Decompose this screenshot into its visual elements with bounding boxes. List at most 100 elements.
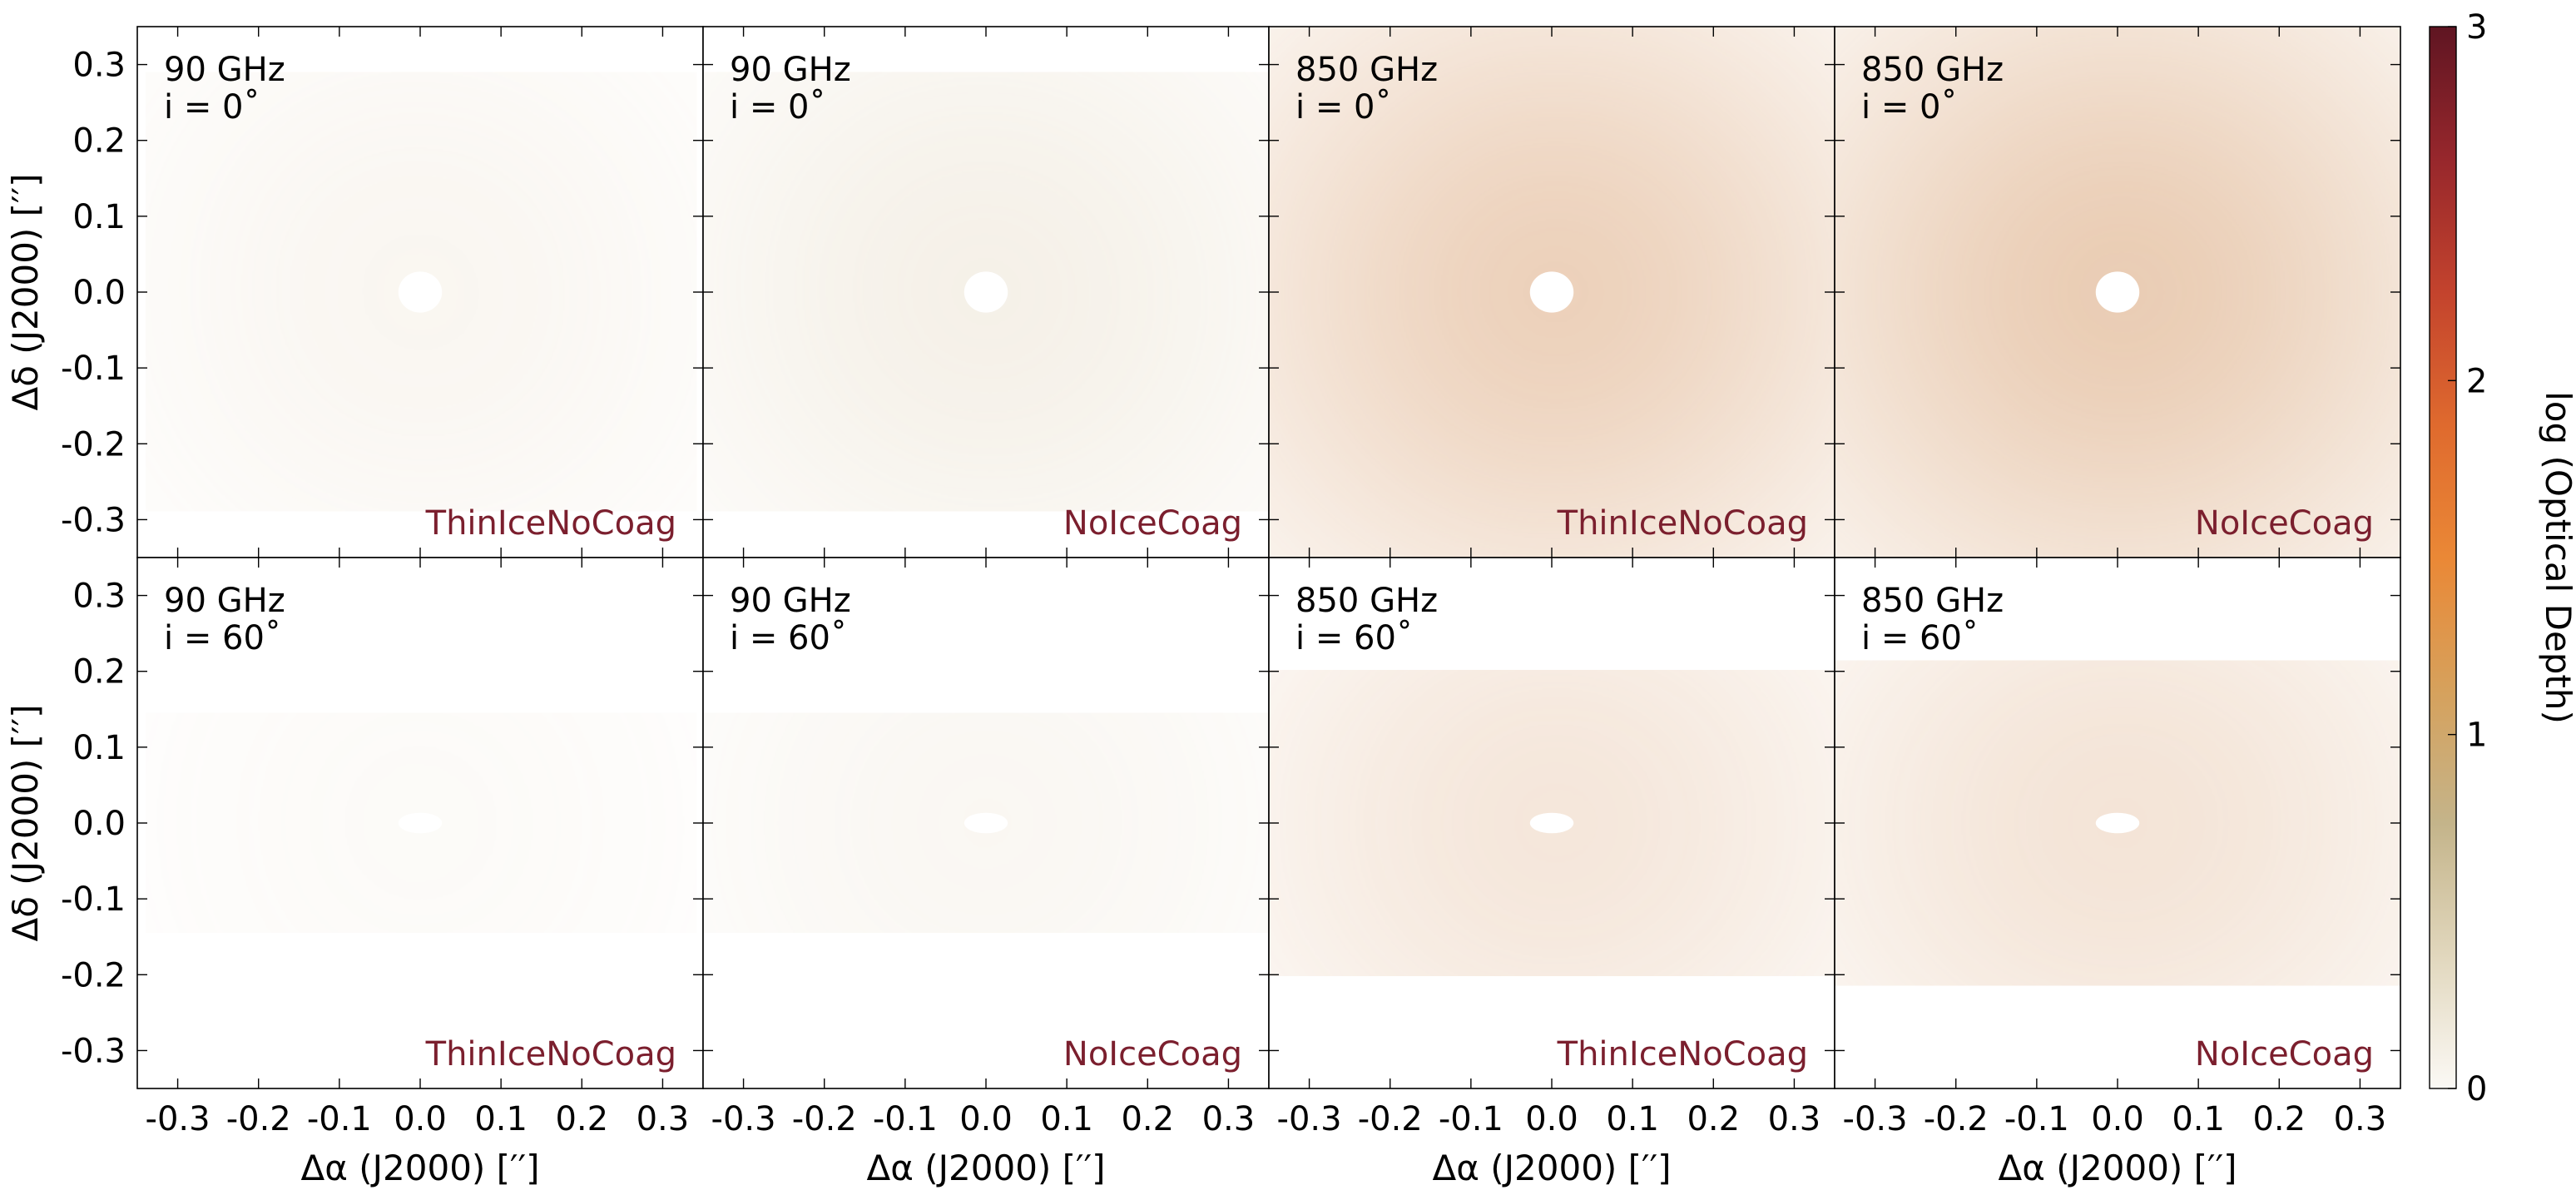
inclination-label: i = 0˚ — [730, 88, 826, 126]
central-cavity — [964, 271, 1008, 313]
colorbar-label: log (Optical Depth) — [2538, 391, 2576, 724]
x-tick-label: -0.2 — [792, 1100, 857, 1138]
panel-ticks — [1835, 27, 2400, 558]
model-label: ThinIceNoCoag — [425, 1035, 676, 1074]
central-cavity — [2095, 812, 2140, 834]
x-tick-label: 0.2 — [1121, 1100, 1174, 1138]
model-label: NoIceCoag — [1063, 504, 1242, 543]
x-axis-label: Δα (J2000) [′′] — [300, 1148, 539, 1188]
model-label: NoIceCoag — [2195, 504, 2374, 543]
inclination-label: i = 60˚ — [1861, 619, 1979, 657]
model-label: NoIceCoag — [1063, 1035, 1242, 1074]
panel-ticks — [1269, 27, 1835, 558]
y-tick-label: 0.1 — [72, 729, 126, 767]
frequency-label: 850 GHz — [1295, 582, 1438, 620]
central-cavity — [2095, 271, 2140, 313]
x-tick-label: 0.1 — [474, 1100, 528, 1138]
inclination-label: i = 60˚ — [1295, 619, 1413, 657]
x-axis-label: Δα (J2000) [′′] — [1432, 1148, 1671, 1188]
colorbar-tick-label: 1 — [2466, 717, 2487, 755]
spiral-arm-1 — [838, 738, 1213, 910]
y-tick-label: -0.3 — [61, 1032, 126, 1070]
x-tick-label: 0.3 — [1768, 1100, 1821, 1138]
x-tick-label: 0.0 — [394, 1100, 447, 1138]
colorbar: 0 1 2 3 log (Optical Depth) — [2429, 8, 2576, 1108]
x-tick-label: 0.1 — [1040, 1100, 1093, 1138]
frequency-label: 850 GHz — [1295, 51, 1438, 89]
inclination-label: i = 60˚ — [164, 619, 281, 657]
frequency-label: 90 GHz — [730, 51, 851, 89]
central-cavity — [398, 271, 443, 313]
panel-ticks — [1269, 558, 1835, 1088]
axes-layer: 0.3 0.2 0.1 0.0 -0.1 -0.2 -0.3 Δδ (J2000) [′′] 0… — [5, 47, 2386, 1188]
panel-ticks — [137, 27, 703, 558]
colorbar-tick-label: 3 — [2466, 8, 2487, 47]
inclination-label: i = 0˚ — [1861, 88, 1958, 126]
x-tick-label: 0.1 — [2172, 1100, 2225, 1138]
x-tick-label: 0.0 — [2091, 1100, 2144, 1138]
y-tick-label: 0.1 — [72, 198, 126, 236]
frequency-label: 850 GHz — [1861, 51, 2004, 89]
colorbar-tick-label: 0 — [2466, 1070, 2487, 1108]
disk-image — [1297, 713, 1815, 933]
colorbar-gradient — [2429, 26, 2457, 1089]
model-label: ThinIceNoCoag — [425, 504, 676, 543]
central-cavity — [964, 812, 1008, 834]
spiral-arm-1 — [838, 179, 1213, 464]
disk-image — [757, 119, 1213, 464]
x-tick-label: -0.2 — [226, 1100, 291, 1138]
spiral-arm-2 — [757, 119, 1135, 406]
panel-ticks — [137, 558, 703, 1088]
spiral-arm-1 — [281, 771, 626, 905]
inclination-label: i = 60˚ — [730, 619, 847, 657]
x-tick-label: 0.2 — [555, 1100, 608, 1138]
central-cavity — [398, 812, 443, 834]
y-tick-label: 0.3 — [72, 47, 126, 85]
disk-image — [1297, 73, 1815, 511]
frequency-label: 90 GHz — [164, 582, 285, 620]
frequency-label: 90 GHz — [164, 51, 285, 89]
inclination-label: i = 0˚ — [1295, 88, 1392, 126]
x-tick-label: 0.0 — [959, 1100, 1013, 1138]
spiral-arm-1 — [281, 187, 626, 456]
y-tick-label: -0.1 — [61, 350, 126, 388]
y-tick-label: 0.2 — [72, 122, 126, 161]
disk-image — [757, 736, 1213, 910]
frequency-label: 90 GHz — [730, 582, 851, 620]
x-tick-label: -0.1 — [873, 1100, 938, 1138]
y-tick-label: 0.3 — [72, 578, 126, 616]
x-tick-label: -0.1 — [1439, 1100, 1503, 1138]
spiral-arm-2 — [217, 127, 560, 398]
x-tick-label: 0.2 — [2252, 1100, 2306, 1138]
disk-image — [1846, 60, 2397, 524]
x-tick-label: -0.3 — [1843, 1100, 1908, 1138]
model-label: NoIceCoag — [2195, 1035, 2374, 1074]
x-tick-label: -0.3 — [711, 1100, 776, 1138]
x-axis-label: Δα (J2000) [′′] — [1998, 1148, 2237, 1188]
model-label: ThinIceNoCoag — [1557, 504, 1808, 543]
y-tick-label: 0.0 — [72, 805, 126, 843]
disk-image — [1846, 707, 2397, 940]
panel-ticks — [1835, 558, 2400, 1088]
y-tick-label: -0.2 — [61, 425, 126, 464]
x-tick-label: -0.3 — [1277, 1100, 1342, 1138]
x-axis-label: Δα (J2000) [′′] — [866, 1148, 1105, 1188]
x-tick-label: -0.3 — [146, 1100, 211, 1138]
central-cavity — [1529, 812, 1574, 834]
x-tick-label: -0.2 — [1358, 1100, 1423, 1138]
y-tick-label: 0.0 — [72, 274, 126, 312]
x-tick-label: -0.1 — [2004, 1100, 2069, 1138]
x-tick-label: 0.0 — [1525, 1100, 1578, 1138]
colorbar-tick-label: 2 — [2466, 362, 2487, 400]
panel-ticks — [703, 558, 1269, 1088]
